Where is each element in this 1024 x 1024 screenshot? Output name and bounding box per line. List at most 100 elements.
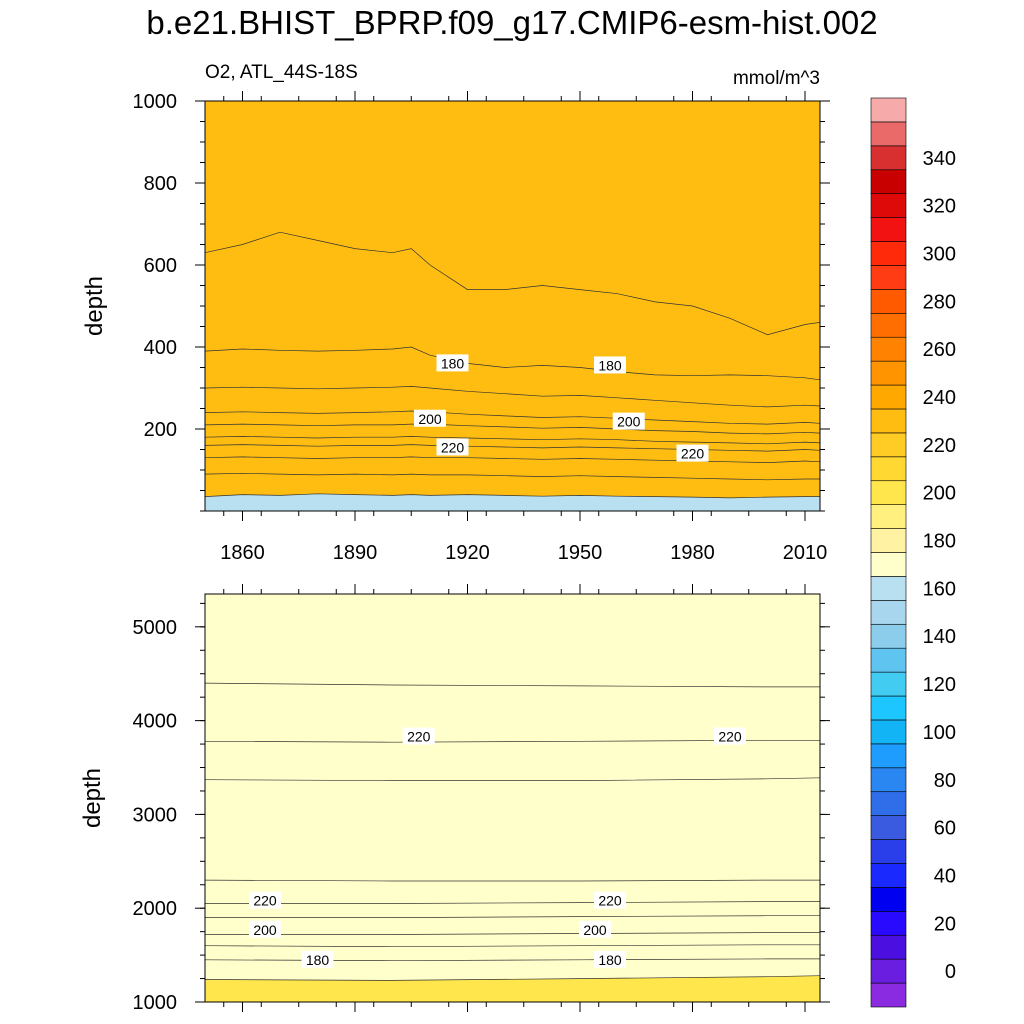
colorbar-box [870, 911, 907, 936]
colorbar-box [870, 121, 907, 147]
contour-line [205, 410, 820, 425]
contour-band [205, 594, 820, 981]
colorbar-box [870, 97, 907, 123]
x-tick-label: 1890 [333, 542, 378, 564]
colorbar-box [870, 815, 907, 840]
colorbar-box [870, 456, 907, 482]
x-tick-label: 2010 [783, 542, 828, 564]
colorbar-box [870, 169, 907, 194]
y-tick-label: 200 [144, 419, 177, 441]
colorbar-box [870, 217, 907, 242]
contour-label: 180 [441, 355, 465, 371]
contour-line [205, 423, 820, 435]
colorbar-box [870, 193, 907, 218]
colorbar-box [870, 887, 907, 912]
colorbar-box [870, 958, 907, 984]
contour-label: 220 [681, 446, 705, 462]
contour-label: 180 [598, 952, 622, 968]
contour-fills [205, 101, 820, 511]
colorbar-box [870, 528, 907, 553]
contour-label-box [249, 920, 281, 938]
contour-label-box [436, 438, 469, 456]
colorbar-box [870, 863, 907, 888]
contour-line [205, 915, 820, 918]
colorbar-label: 140 [923, 626, 956, 648]
colorbar-box [870, 623, 907, 649]
y-axis-label: depth [81, 276, 108, 336]
colorbar-box [870, 743, 907, 769]
colorbar-box [870, 432, 907, 458]
contour-label-box [402, 727, 435, 745]
contour-line [205, 346, 820, 381]
contour-label: 220 [598, 893, 622, 909]
contour-band [205, 101, 820, 498]
variable-label: O2, ATL_44S-18S [205, 62, 358, 83]
colorbar-label: 220 [923, 435, 956, 457]
contour-label: 200 [253, 922, 277, 938]
x-tick-label: 1860 [220, 542, 265, 564]
colorbar-label: 240 [923, 387, 956, 409]
colorbar-label: 200 [923, 483, 956, 505]
colorbar-label: 100 [923, 722, 956, 744]
colorbar-box [870, 312, 907, 338]
units-label: mmol/m^3 [732, 68, 820, 89]
panel-frame [204, 593, 821, 1003]
contour-line [205, 739, 820, 743]
colorbar-box [870, 265, 907, 290]
colorbar-box [870, 934, 907, 960]
panel-lower: 180 180 200 200 220 220 220 220 1000 2000 3000 4000… [79, 584, 830, 1014]
colorbar-box [870, 408, 907, 434]
y-tick-label: 1000 [133, 91, 178, 113]
colorbar-box [870, 982, 907, 1008]
colorbar-label: 180 [923, 531, 956, 553]
contour-label: 200 [617, 414, 641, 430]
colorbar-label: 300 [923, 243, 956, 265]
colorbar-box [870, 504, 907, 529]
contour-label-box [414, 409, 446, 427]
figure-title: b.e21.BHIST_BPRP.f09_g17.CMIP6-esm-hist.… [146, 4, 878, 41]
contour-label: 220 [407, 729, 431, 745]
colorbar-label: 340 [923, 148, 956, 170]
contour-fills [205, 594, 820, 1002]
colorbar-box [870, 480, 907, 505]
colorbar-label: 40 [934, 865, 956, 887]
contour-line [205, 231, 820, 336]
contour-label: 220 [253, 893, 277, 909]
colorbar-box [870, 695, 907, 721]
colorbar-box [870, 576, 907, 601]
contour-line [205, 472, 820, 481]
colorbar-label: 60 [934, 818, 956, 840]
colorbar-box [870, 145, 907, 171]
panel-upper: 220 220 200 200 180 180 200 400 600 800 1000 1860 18… [81, 91, 830, 564]
contour-label: 200 [583, 922, 607, 938]
colorbar-box [870, 384, 907, 410]
colorbar-box [870, 767, 907, 793]
contour-line [205, 901, 820, 904]
colorbar-label: 280 [923, 291, 956, 313]
contour-line [205, 436, 820, 445]
y-tick-label: 3000 [133, 804, 178, 826]
colorbar-box [870, 791, 907, 816]
contour-label: 220 [441, 439, 465, 455]
contour-label-box [579, 920, 611, 938]
y-tick-label: 2000 [133, 898, 178, 920]
colorbar-box [870, 241, 907, 266]
colorbar: 0 20 40 60 80 100 120 140 160 180 200 220 240 260 280 3… [870, 97, 956, 1008]
colorbar-label: 20 [934, 913, 956, 935]
contour-label: 220 [718, 729, 742, 745]
contour-label-box [594, 891, 626, 909]
colorbar-box [870, 719, 907, 745]
contour-line [205, 493, 820, 499]
contour-line [205, 777, 820, 781]
colorbar-label: 80 [934, 770, 956, 792]
colorbar-label: 320 [923, 196, 956, 218]
contour-label-box [612, 412, 645, 430]
contour-line [205, 456, 820, 463]
colorbar-label: 0 [945, 961, 956, 983]
x-tick-label: 1920 [445, 542, 490, 564]
contour-label: 180 [306, 952, 330, 968]
contour-line [205, 386, 820, 408]
y-tick-label: 800 [144, 173, 177, 195]
